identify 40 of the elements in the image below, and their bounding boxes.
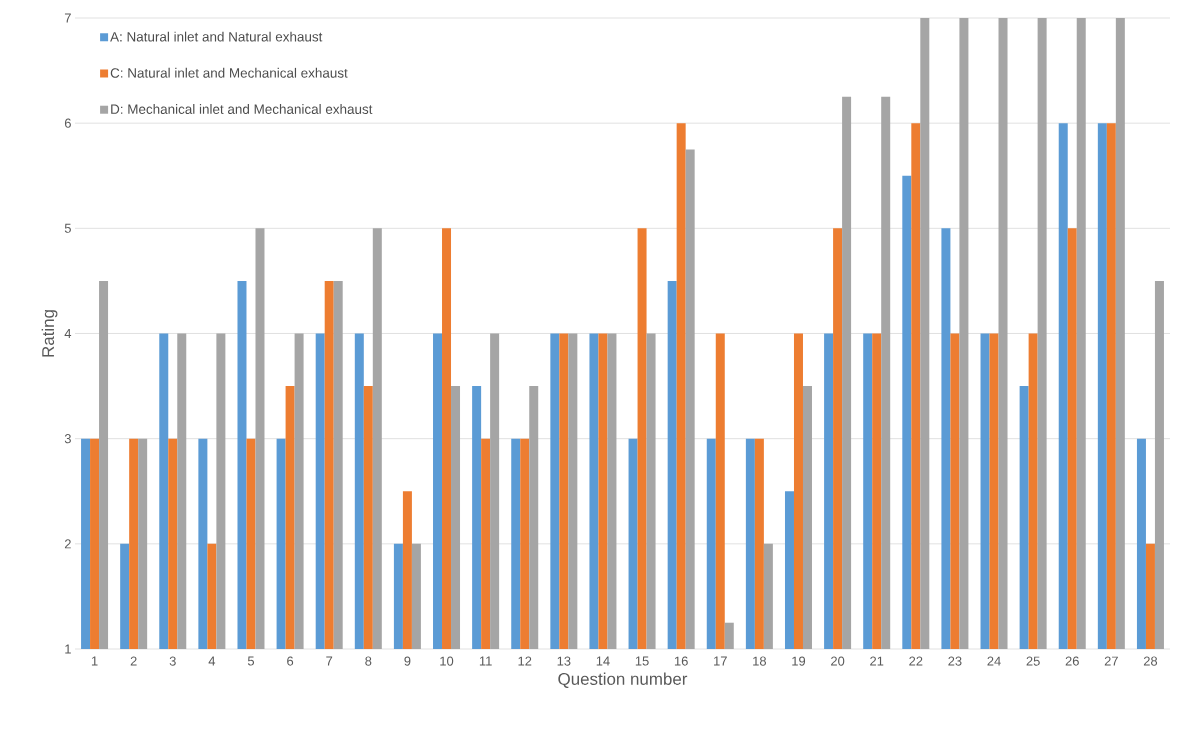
x-tick-label: 21 [870, 656, 884, 666]
y-axis-title: Rating [41, 310, 58, 357]
x-tick-label: 16 [674, 656, 688, 666]
x-tick-label: 12 [518, 656, 532, 666]
x-tick-label: 25 [1026, 656, 1040, 666]
y-tick-label: 4 [64, 329, 72, 338]
x-tick-label: 7 [326, 656, 333, 666]
y-tick-label: 5 [64, 223, 71, 233]
x-tick-label: 8 [365, 656, 372, 666]
x-tick-label: 13 [557, 656, 571, 666]
y-tick-label: 3 [64, 434, 71, 444]
x-axis-title: Question number [558, 672, 688, 689]
x-tick-label: 14 [596, 656, 610, 666]
y-tick-label: 1 [65, 644, 71, 654]
x-tick-label: 5 [247, 656, 255, 666]
x-tick-label: 23 [948, 656, 962, 666]
x-tick-label: 26 [1065, 656, 1079, 666]
x-tick-label: 22 [909, 656, 923, 666]
x-tick-label: 19 [792, 656, 806, 666]
x-tick-label: 2 [130, 656, 137, 666]
x-tick-label: 17 [714, 656, 727, 666]
x-tick-label: 20 [831, 656, 845, 666]
x-tick-label: 18 [753, 656, 767, 666]
x-tick-label: 4 [208, 656, 216, 666]
y-tick-label: 7 [64, 13, 71, 23]
x-tick-label: 15 [635, 656, 649, 666]
legend-label: A: Natural inlet and Natural exhaust [110, 31, 323, 42]
x-tick-label: 1 [91, 656, 98, 666]
x-tick-label: 9 [404, 656, 411, 666]
x-tick-label: 10 [440, 656, 454, 666]
legend-label: D: Mechanical inlet and Mechanical exhaust [111, 104, 373, 114]
x-tick-label: 28 [1143, 656, 1158, 666]
x-tick-label: 11 [479, 656, 492, 666]
legend-label: C: Natural inlet and Mechanical exhaust [110, 67, 348, 78]
x-tick-label: 3 [169, 656, 176, 666]
y-tick-label: 2 [64, 539, 71, 549]
x-tick-label: 6 [287, 656, 294, 666]
x-tick-label: 27 [1104, 656, 1118, 666]
x-tick-label: 24 [987, 656, 1001, 666]
y-tick-label: 6 [64, 118, 71, 128]
